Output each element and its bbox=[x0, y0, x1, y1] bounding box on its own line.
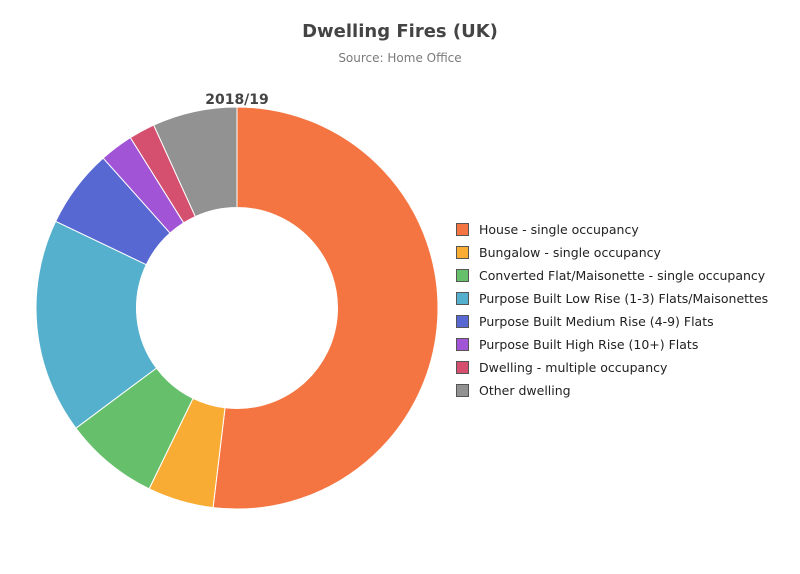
legend-item[interactable]: Converted Flat/Maisonette - single occup… bbox=[456, 264, 768, 287]
donut-slices bbox=[35, 106, 439, 510]
legend-swatch bbox=[456, 361, 469, 374]
legend-item[interactable]: Other dwelling bbox=[456, 379, 768, 402]
chart-title: Dwelling Fires (UK) bbox=[302, 21, 498, 42]
chart-subtitle: Source: Home Office bbox=[338, 51, 462, 65]
series-label: 2018/19 bbox=[205, 92, 269, 108]
legend-swatch bbox=[456, 269, 469, 282]
legend-item[interactable]: Purpose Built Low Rise (1-3) Flats/Maiso… bbox=[456, 287, 768, 310]
legend-label: Dwelling - multiple occupancy bbox=[479, 360, 668, 375]
legend-swatch bbox=[456, 292, 469, 305]
legend: House - single occupancy Bungalow - singl… bbox=[456, 218, 768, 402]
legend-label: Purpose Built Medium Rise (4-9) Flats bbox=[479, 314, 714, 329]
legend-item[interactable]: House - single occupancy bbox=[456, 218, 768, 241]
legend-swatch bbox=[456, 246, 469, 259]
donut-slice[interactable] bbox=[212, 106, 439, 510]
donut-slice[interactable] bbox=[35, 220, 158, 429]
legend-swatch bbox=[456, 338, 469, 351]
legend-swatch bbox=[456, 315, 469, 328]
legend-label: Purpose Built Low Rise (1-3) Flats/Maiso… bbox=[479, 291, 769, 306]
legend-label: Purpose Built High Rise (10+) Flats bbox=[479, 337, 699, 352]
legend-label: Bungalow - single occupancy bbox=[479, 245, 661, 260]
legend-swatch bbox=[456, 223, 469, 236]
legend-item[interactable]: Purpose Built High Rise (10+) Flats bbox=[456, 333, 768, 356]
legend-label: House - single occupancy bbox=[479, 222, 639, 237]
legend-item[interactable]: Dwelling - multiple occupancy bbox=[456, 356, 768, 379]
legend-item[interactable]: Purpose Built Medium Rise (4-9) Flats bbox=[456, 310, 768, 333]
legend-swatch bbox=[456, 384, 469, 397]
legend-label: Other dwelling bbox=[479, 383, 571, 398]
legend-item[interactable]: Bungalow - single occupancy bbox=[456, 241, 768, 264]
donut-slice[interactable] bbox=[153, 106, 238, 218]
legend-label: Converted Flat/Maisonette - single occup… bbox=[479, 268, 766, 283]
